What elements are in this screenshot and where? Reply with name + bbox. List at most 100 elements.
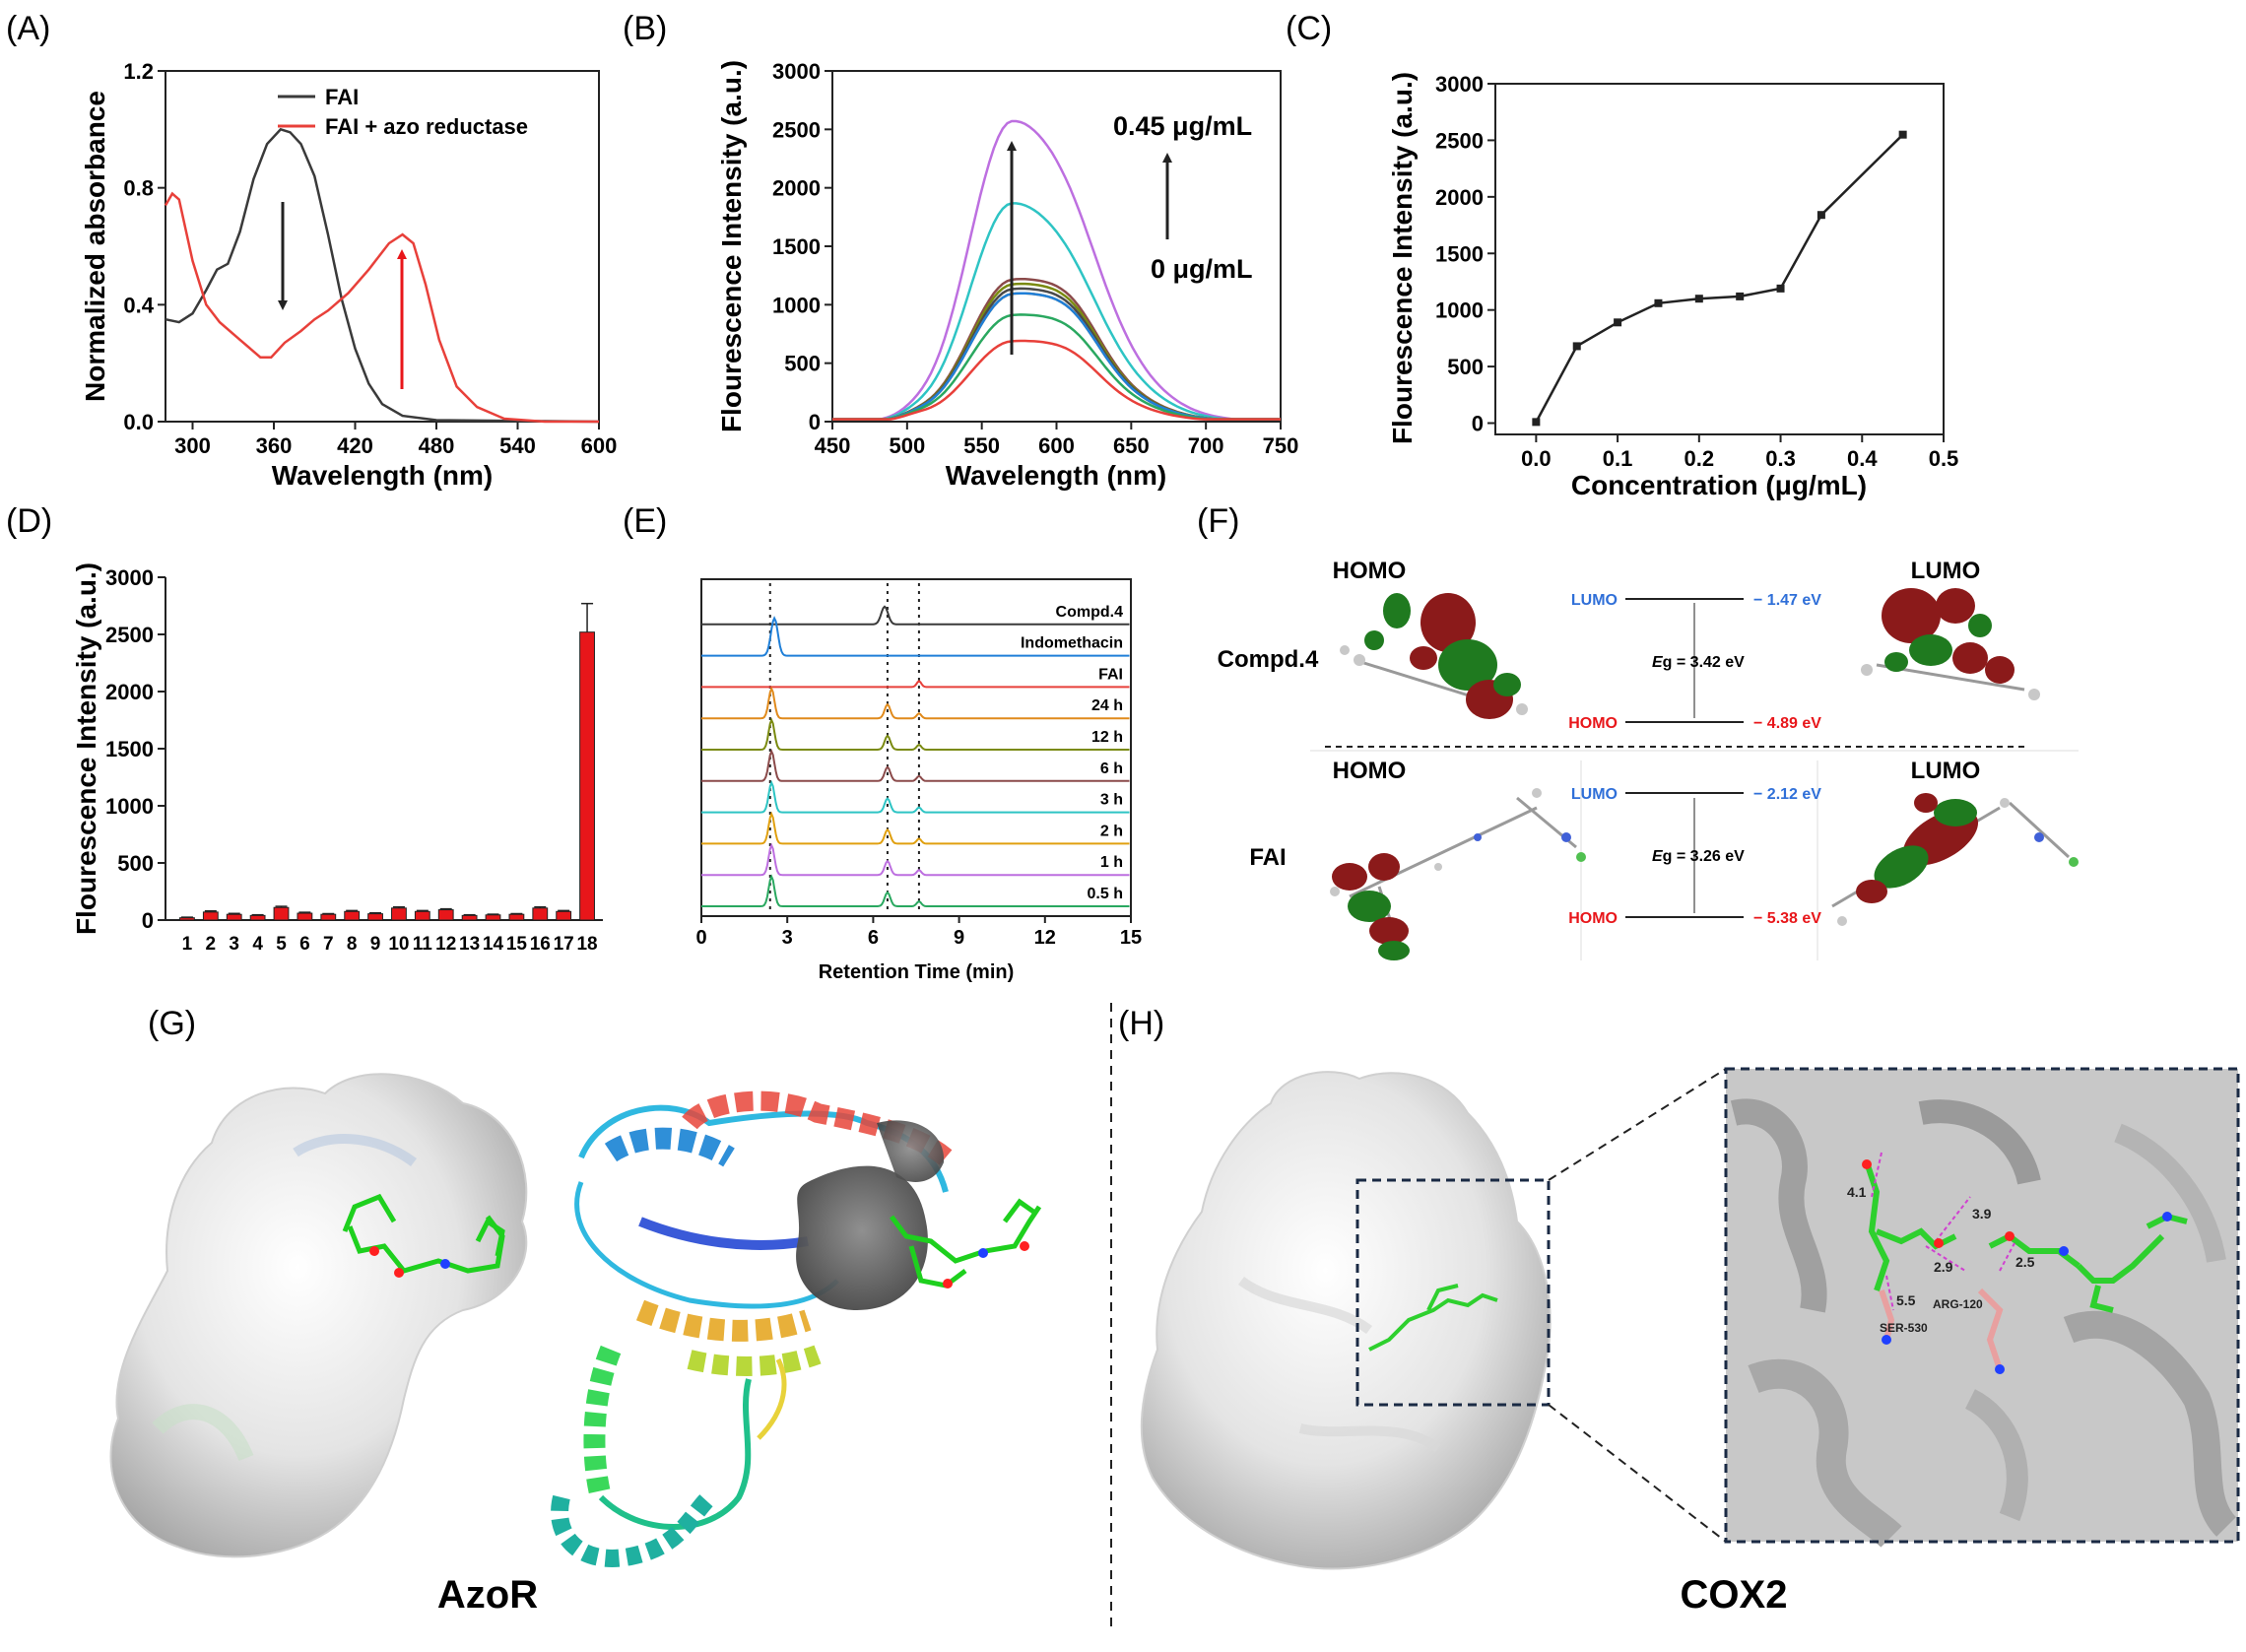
- xtick-label-8: 9: [370, 934, 381, 955]
- chart-e-xlabel: Retention Time (min): [819, 961, 1015, 983]
- chart-b-ylabel: Flourescence Intensity (a.u.): [716, 60, 747, 432]
- chart-b-ticks: 450 500 550 600 650 700 750 0 500 1000 1500 2000 250…: [772, 59, 1298, 458]
- chart-b-annotation-top: 0.45 μg/mL: [1113, 111, 1252, 141]
- bar-10: [391, 907, 407, 921]
- ytick-label-6: 3000: [105, 565, 154, 590]
- chart-b: 450 500 550 600 650 700 750 0 500 1000 1500 2000 250…: [716, 59, 1298, 491]
- f-top-homo-orbital: [1340, 593, 1528, 719]
- bar-11: [414, 910, 430, 921]
- f-bottom-lumo-orbital: [1831, 793, 2079, 926]
- ytick-label-4: 2000: [105, 680, 154, 704]
- bar-6: [297, 912, 313, 921]
- cox2-residues-sticks: [1879, 1288, 2004, 1370]
- data-point-8: [1898, 130, 1907, 139]
- trace-1: [701, 616, 1130, 657]
- xtick-label-3: 9: [954, 927, 964, 949]
- xtick-label-1: 3: [782, 927, 793, 949]
- ytick-label-1: 500: [784, 352, 821, 376]
- series-line-0: [165, 127, 600, 424]
- concentration-line: [1535, 133, 1904, 423]
- data-point-4: [1694, 295, 1703, 303]
- f-bottom-homo-energy: − 5.38 eV: [1753, 910, 1821, 927]
- data-point-2: [1614, 318, 1622, 327]
- xtick-label-4: 12: [1034, 927, 1056, 949]
- xtick-label-16: 17: [554, 934, 574, 955]
- trace-label-8: 1 h: [1100, 854, 1123, 871]
- chart-a-series: [164, 127, 600, 424]
- spectrum-line-4: [832, 287, 1281, 421]
- hbond-distance-1: 4.1: [1847, 1184, 1867, 1200]
- trace-4: [701, 717, 1130, 751]
- xtick-label-9: 10: [388, 934, 409, 955]
- xtick-label-13: 14: [483, 934, 504, 955]
- xtick-label-6: 7: [323, 934, 334, 955]
- residue-label-arg120: ARG-120: [1933, 1297, 1983, 1311]
- panel-g-caption: AzoR: [437, 1573, 538, 1617]
- xtick-label-5: 700: [1188, 433, 1224, 458]
- xtick-label-3: 480: [419, 433, 455, 458]
- residue-label-ser530: SER-530: [1880, 1321, 1928, 1335]
- chart-c-ticks: 0.0 0.1 0.2 0.3 0.4 0.5 0 500 1000 1500 2000 2500 30…: [1435, 72, 1958, 471]
- xtick-label-3: 600: [1038, 433, 1075, 458]
- xtick-label-17: 18: [576, 934, 597, 955]
- ytick-label-4: 2000: [1435, 185, 1484, 210]
- xtick-label-0: 0.0: [1521, 446, 1552, 471]
- trace-2: [701, 680, 1130, 689]
- chart-a-frame: [165, 70, 600, 423]
- cox2-ligand-overview: [1368, 1284, 1498, 1352]
- f-bottom-lumo-tag: LUMO: [1571, 786, 1618, 803]
- bar-16: [532, 907, 549, 921]
- ytick-label-3: 1500: [1435, 241, 1484, 266]
- xtick-label-6: 750: [1263, 433, 1299, 458]
- ytick-label-5: 2500: [1435, 128, 1484, 153]
- xtick-label-2: 0.2: [1684, 446, 1715, 471]
- ytick-label-6: 3000: [772, 59, 821, 84]
- xtick-label-0: 450: [815, 433, 851, 458]
- ytick-label-0: 0.0: [123, 410, 154, 434]
- data-point-0: [1532, 418, 1541, 427]
- hbond-distance-5: 5.5: [1896, 1292, 1916, 1308]
- xtick-label-15: 16: [530, 934, 551, 955]
- spectrum-line-0: [832, 119, 1281, 421]
- bar-1: [179, 917, 195, 921]
- ytick-label-5: 2500: [772, 117, 821, 142]
- xtick-label-2: 3: [229, 934, 239, 955]
- azor-ligand-ribbon: [890, 1198, 1042, 1289]
- xtick-label-2: 550: [963, 433, 1000, 458]
- ytick-label-3: 1500: [105, 737, 154, 761]
- bar-7: [320, 913, 337, 921]
- ytick-label-1: 500: [1447, 355, 1484, 379]
- ytick-label-1: 500: [117, 851, 154, 876]
- azor-surface-model: [109, 1073, 528, 1558]
- trace-3: [701, 686, 1130, 720]
- chart-e-frame: [700, 578, 1132, 917]
- ytick-label-4: 2000: [772, 176, 821, 201]
- f-bottom-lumo-title: LUMO: [1911, 758, 1981, 784]
- cox2-zoom-frame: [1724, 1067, 2240, 1544]
- bar-8: [344, 910, 361, 921]
- chart-a-ylabel: Normalized absorbance: [80, 91, 110, 402]
- xtick-label-4: 650: [1113, 433, 1150, 458]
- chart-a-legend: FAI FAI + azo reductase: [278, 85, 528, 139]
- panel-label-d: (D): [6, 502, 52, 540]
- xtick-label-1: 500: [889, 433, 925, 458]
- ytick-label-2: 1000: [105, 794, 154, 819]
- legend-label-fai-azo: FAI + azo reductase: [325, 114, 528, 139]
- f-top-homo-tag: HOMO: [1568, 715, 1618, 732]
- f-top-homo-energy: − 4.89 eV: [1753, 715, 1821, 732]
- azor-ligand-surface: [342, 1193, 505, 1274]
- bar-2: [202, 911, 219, 921]
- trace-label-7: 2 h: [1100, 823, 1123, 839]
- bar-3: [226, 913, 242, 921]
- azor-ribbon-model: [551, 1090, 953, 1567]
- f-bottom-molecule-name: FAI: [1249, 844, 1286, 871]
- panel-label-c: (C): [1286, 10, 1332, 47]
- data-point-3: [1654, 298, 1663, 307]
- xtick-label-4: 0.4: [1847, 446, 1878, 471]
- bar-9: [367, 913, 383, 921]
- series-line-1: [164, 191, 599, 424]
- f-top-homo-title: HOMO: [1333, 558, 1407, 584]
- xtick-label-4: 540: [499, 433, 536, 458]
- xtick-label-11: 12: [435, 934, 456, 955]
